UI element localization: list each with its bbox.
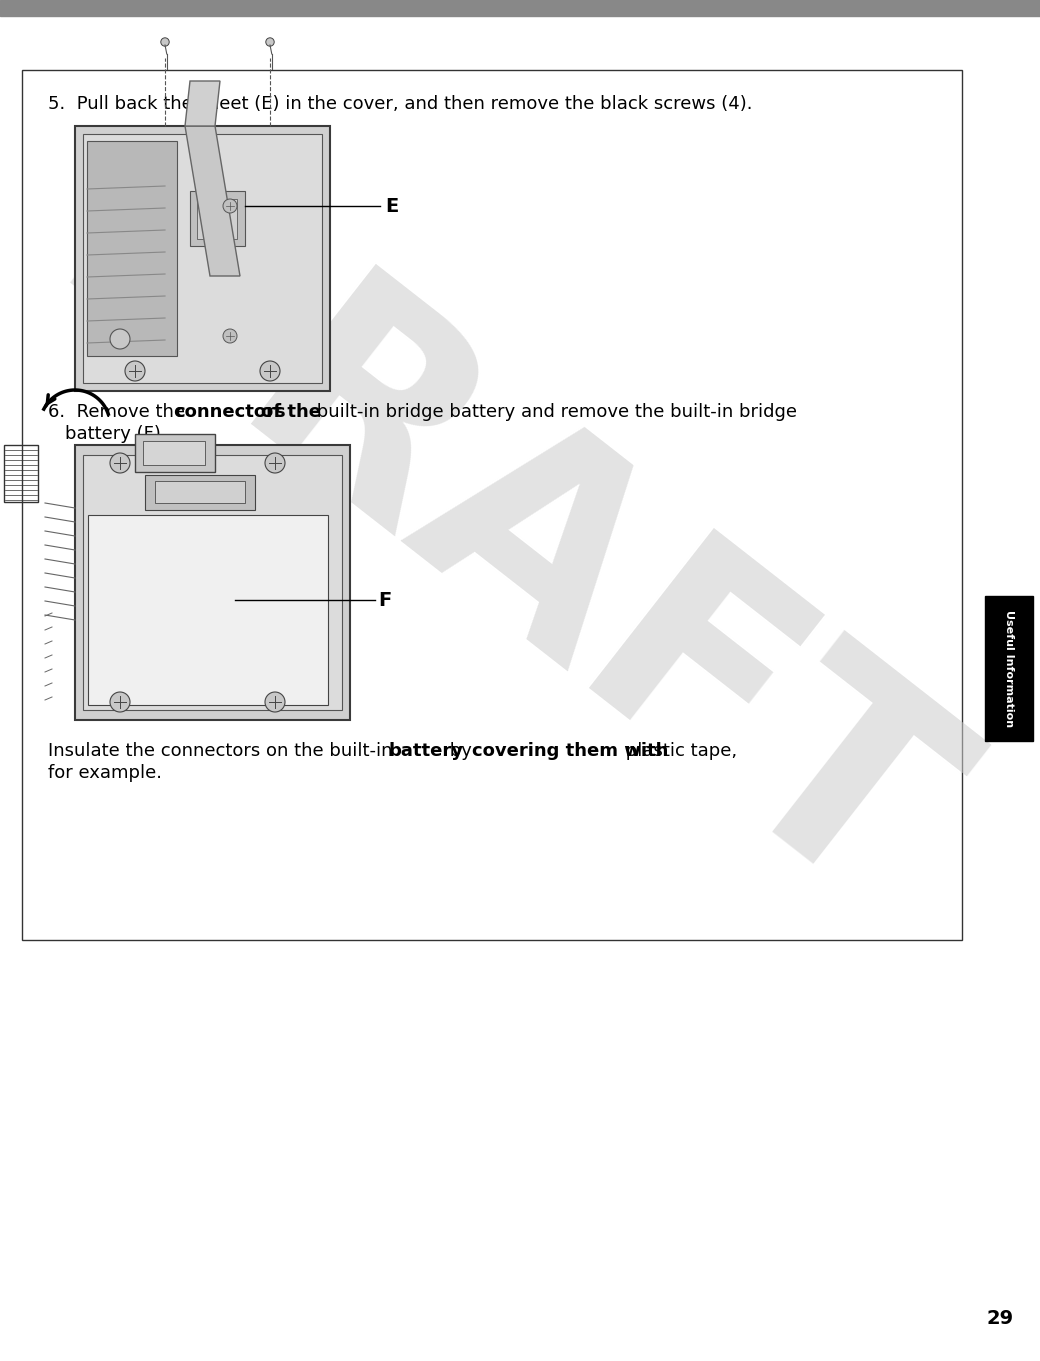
Polygon shape xyxy=(185,82,220,127)
Text: 5.  Pull back the sheet (E) in the cover, and then remove the black screws (4).: 5. Pull back the sheet (E) in the cover,… xyxy=(48,95,753,113)
Text: of the: of the xyxy=(261,403,321,421)
Bar xyxy=(197,199,237,240)
Bar xyxy=(135,434,215,472)
Bar xyxy=(88,514,328,705)
Bar xyxy=(0,0,1040,16)
Bar xyxy=(145,475,255,510)
Text: built-in bridge battery and remove the built-in bridge: built-in bridge battery and remove the b… xyxy=(311,403,797,421)
Text: battery (F).: battery (F). xyxy=(64,425,166,442)
Text: for example.: for example. xyxy=(48,764,162,783)
Bar xyxy=(75,445,350,720)
Bar xyxy=(985,596,1033,740)
Text: F: F xyxy=(378,591,391,610)
Bar xyxy=(83,133,322,382)
Text: Insulate the connectors on the built-in: Insulate the connectors on the built-in xyxy=(48,742,398,759)
Text: covering them with: covering them with xyxy=(472,742,669,759)
Text: E: E xyxy=(385,196,398,215)
Bar xyxy=(190,191,245,246)
Text: battery: battery xyxy=(388,742,463,759)
Text: Useful Information: Useful Information xyxy=(1004,610,1014,727)
Text: plastic tape,: plastic tape, xyxy=(620,742,737,759)
Circle shape xyxy=(125,361,145,381)
Text: DRAFT: DRAFT xyxy=(7,114,992,968)
Polygon shape xyxy=(185,127,240,276)
Text: 6.  Remove the: 6. Remove the xyxy=(48,403,190,421)
Bar xyxy=(83,455,342,710)
Text: by: by xyxy=(444,742,477,759)
Circle shape xyxy=(265,691,285,712)
Circle shape xyxy=(223,199,237,214)
Bar xyxy=(22,69,962,940)
Bar xyxy=(75,127,330,391)
Circle shape xyxy=(161,38,170,46)
Circle shape xyxy=(266,38,275,46)
Bar xyxy=(144,441,205,465)
Circle shape xyxy=(110,329,130,348)
Circle shape xyxy=(260,361,280,381)
Text: connectors: connectors xyxy=(174,403,286,421)
Circle shape xyxy=(110,691,130,712)
Circle shape xyxy=(223,329,237,343)
Circle shape xyxy=(265,453,285,474)
Bar xyxy=(155,480,245,504)
Circle shape xyxy=(110,453,130,474)
Text: 29: 29 xyxy=(986,1309,1014,1328)
Bar xyxy=(4,445,38,502)
Bar xyxy=(87,142,177,357)
